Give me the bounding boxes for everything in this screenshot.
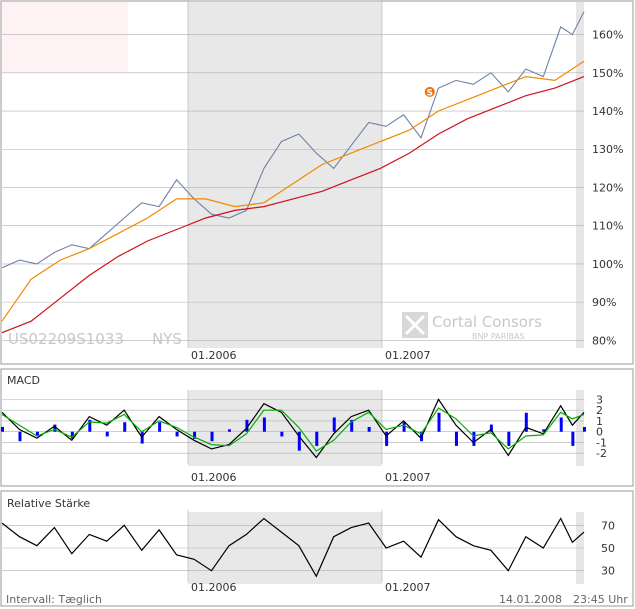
rsi-title: Relative Stärke	[7, 497, 90, 510]
macd-histogram-bar	[175, 431, 179, 437]
footer-date: 14.01.2008	[499, 593, 562, 606]
macd-y-tick-label: 2	[596, 404, 603, 417]
macd-histogram-bar	[437, 412, 441, 432]
relative-strength-panel: Relative Stärke 70 50 30 01.2006 01.2007 In…	[0, 490, 634, 607]
price-y-axis: 80% 90% 100% 110% 120% 130% 140% 150% 160%	[592, 29, 623, 348]
macd-histogram-bar	[1, 426, 4, 432]
split-marker-label: S	[427, 88, 433, 98]
main-y-tick-label: 130%	[592, 143, 623, 156]
shaded-period-2006	[188, 2, 382, 348]
main-x-tick-label: 01.2007	[385, 349, 431, 362]
macd-histogram-bar	[35, 431, 39, 437]
main-y-tick-label: 80%	[592, 334, 616, 347]
macd-y-tick-label: 0	[596, 426, 603, 439]
rsi-series-layer	[1, 517, 585, 578]
price-line	[1, 11, 585, 269]
macd-y-tick-label: -1	[596, 436, 607, 449]
rsi-x-tick-label: 01.2006	[191, 581, 237, 594]
macd-x-tick-label: 01.2007	[385, 471, 431, 484]
rsi-y-tick-label: 50	[601, 542, 615, 555]
macd-histogram-bar	[571, 431, 575, 446]
macd-histogram-bar	[88, 419, 92, 432]
price-panel-corner-tint	[2, 2, 128, 72]
brand-subline-watermark: BNP PARIBAS	[472, 332, 525, 341]
isin-watermark: US02209S1033	[8, 330, 124, 348]
macd-histogram-bar	[245, 419, 249, 432]
macd-histogram-bar	[542, 429, 546, 432]
exchange-watermark: NYS	[152, 330, 182, 348]
main-y-tick-label: 140%	[592, 105, 623, 118]
macd-histogram-bar	[385, 431, 389, 446]
split-marker-icon: S	[423, 85, 436, 98]
main-y-tick-label: 160%	[592, 29, 623, 42]
main-y-tick-label: 100%	[592, 258, 623, 271]
split-marker-dot	[423, 85, 436, 98]
macd-histogram-bar	[227, 429, 231, 432]
moving-average-slow-line	[1, 76, 585, 334]
cortal-consors-logo-icon	[402, 312, 428, 338]
price-x-axis: 01.2006 01.2007	[191, 349, 431, 362]
macd-series-layer	[1, 398, 586, 459]
macd-histogram-bar	[140, 431, 144, 444]
macd-histogram-bar	[297, 431, 301, 451]
macd-y-tick-label: -2	[596, 447, 607, 460]
main-x-tick-label: 01.2006	[191, 349, 237, 362]
macd-histogram-bar	[280, 431, 284, 437]
macd-histogram-bar	[524, 412, 528, 432]
macd-histogram-bar	[489, 424, 493, 432]
macd-histogram-bar	[193, 431, 197, 439]
rsi-y-axis: 70 50 30	[601, 519, 615, 577]
macd-title: MACD	[7, 374, 40, 387]
macd-y-tick-label: 3	[596, 393, 603, 406]
macd-histogram-bar	[472, 431, 476, 446]
rsi-y-tick-label: 70	[601, 519, 615, 532]
main-y-tick-label: 150%	[592, 67, 623, 80]
macd-histogram-bar	[105, 431, 109, 437]
macd-x-axis: 01.2006 01.2007	[191, 471, 431, 484]
macd-histogram-bar	[507, 431, 511, 446]
main-y-tick-label: 110%	[592, 220, 623, 233]
macd-edge-shade	[576, 390, 584, 466]
rsi-line	[1, 517, 585, 578]
footer-time: 23:45 Uhr	[573, 593, 628, 606]
macd-histogram-bar	[402, 422, 406, 432]
brand-watermark: Cortal Consors	[432, 313, 542, 331]
moving-average-fast-line	[1, 60, 585, 322]
rsi-x-axis: 01.2006 01.2007	[191, 581, 431, 594]
price-panel-edge-shade	[576, 2, 584, 348]
rsi-x-tick-label: 01.2007	[385, 581, 431, 594]
main-y-tick-label: 120%	[592, 181, 623, 194]
macd-histogram-bar	[18, 431, 22, 442]
macd-histogram-bar	[559, 417, 563, 432]
macd-histogram-bar	[123, 422, 127, 432]
macd-histogram-bar	[158, 422, 162, 432]
macd-histogram-bar	[315, 431, 319, 446]
price-series-layer	[1, 11, 585, 334]
macd-histogram-bar	[332, 417, 336, 432]
interval-label: Intervall: Tæglich	[6, 593, 102, 606]
macd-y-tick-label: 1	[596, 415, 603, 428]
macd-histogram-bar	[70, 431, 74, 439]
macd-x-tick-label: 01.2006	[191, 471, 237, 484]
macd-histogram-bar	[262, 417, 266, 432]
macd-histogram-bar	[53, 424, 57, 432]
macd-histogram-bar	[367, 426, 371, 432]
rsi-y-tick-label: 30	[601, 565, 615, 578]
macd-histogram-bar	[583, 426, 586, 432]
macd-histogram-bar	[210, 431, 214, 442]
signal-line	[1, 407, 585, 452]
price-chart-panel: US02209S1033 NYS Cortal Consors BNP PARI…	[0, 0, 634, 365]
macd-histogram-bar	[454, 431, 458, 446]
macd-histogram-bar	[350, 419, 354, 432]
main-y-tick-label: 90%	[592, 296, 616, 309]
rsi-grid	[2, 510, 584, 582]
